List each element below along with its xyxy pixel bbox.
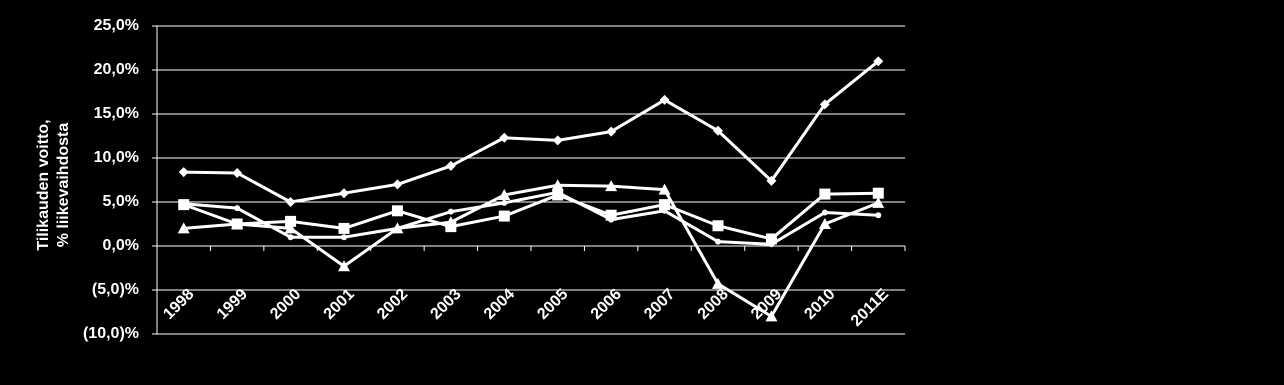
marker [608,216,615,223]
x-tick-label: 2008 [695,286,732,323]
marker [765,233,777,245]
x-tick-label: 2011E [848,286,892,330]
series-line [183,183,879,318]
x-tick-label: 2010 [801,286,838,323]
marker [499,132,510,143]
marker [551,179,564,191]
x-tick-label: 2002 [374,286,411,323]
y-tick-label: (10,0)% [83,325,139,342]
marker [658,183,671,195]
x-tick-label: 1998 [160,286,197,323]
x-tick-label: 1999 [214,286,251,323]
marker [605,209,617,221]
marker [394,225,401,232]
marker [552,135,563,146]
marker [661,207,668,214]
marker [445,160,456,171]
marker [339,188,349,199]
marker [821,209,828,216]
marker [715,238,721,245]
y-tick-label: 10,0% [94,149,139,166]
series-line [183,190,879,246]
marker [498,210,510,222]
marker [819,99,830,110]
marker [498,188,511,200]
marker [285,215,297,227]
x-tick-label: 2001 [321,286,358,323]
x-tick-label: 2007 [641,286,678,323]
series-line [183,60,880,204]
marker [444,216,457,228]
marker [232,167,243,178]
marker [819,188,831,200]
x-tick-label: 2006 [588,286,625,323]
y-axis-title: Tilikauden voitto, % liikevaihdosta [35,119,72,250]
marker [713,125,723,136]
marker [284,222,297,234]
marker [501,199,508,206]
y-tick-label: 20,0% [94,61,139,78]
marker [338,222,350,234]
x-tick-label: 2005 [534,286,571,323]
marker [712,277,724,289]
marker [872,187,884,199]
marker [177,222,190,234]
marker [285,197,296,207]
x-tick-label: 2004 [481,286,518,323]
marker [872,196,885,208]
marker [659,199,671,211]
marker [712,220,724,232]
x-tick-label: 2000 [267,286,304,323]
marker [391,205,403,217]
marker [659,94,670,105]
marker [231,218,244,229]
y-tick-label: 0,0% [103,237,139,254]
marker [768,241,775,248]
y-axis-title-line: % liikevaihdosta [55,123,72,248]
y-tick-label: (5,0)% [92,281,139,298]
marker [178,167,189,178]
y-tick-label: 5,0% [103,193,139,210]
marker [873,56,884,67]
marker [606,126,617,137]
x-tick-label: 2003 [427,286,464,323]
marker [765,310,778,322]
marker [287,234,294,241]
y-tick-label: 15,0% [94,105,139,122]
marker [554,189,561,196]
y-axis-title-line: Tilikauden voitto, [35,119,52,250]
marker [338,260,350,272]
marker [818,218,831,229]
marker [180,200,187,207]
marker [875,212,882,219]
marker [341,234,347,241]
marker [234,205,241,212]
y-tick-label: 25,0% [94,17,139,34]
marker [605,180,618,192]
marker [447,208,454,215]
marker [392,179,403,190]
series-line [183,191,879,241]
marker [766,175,777,186]
